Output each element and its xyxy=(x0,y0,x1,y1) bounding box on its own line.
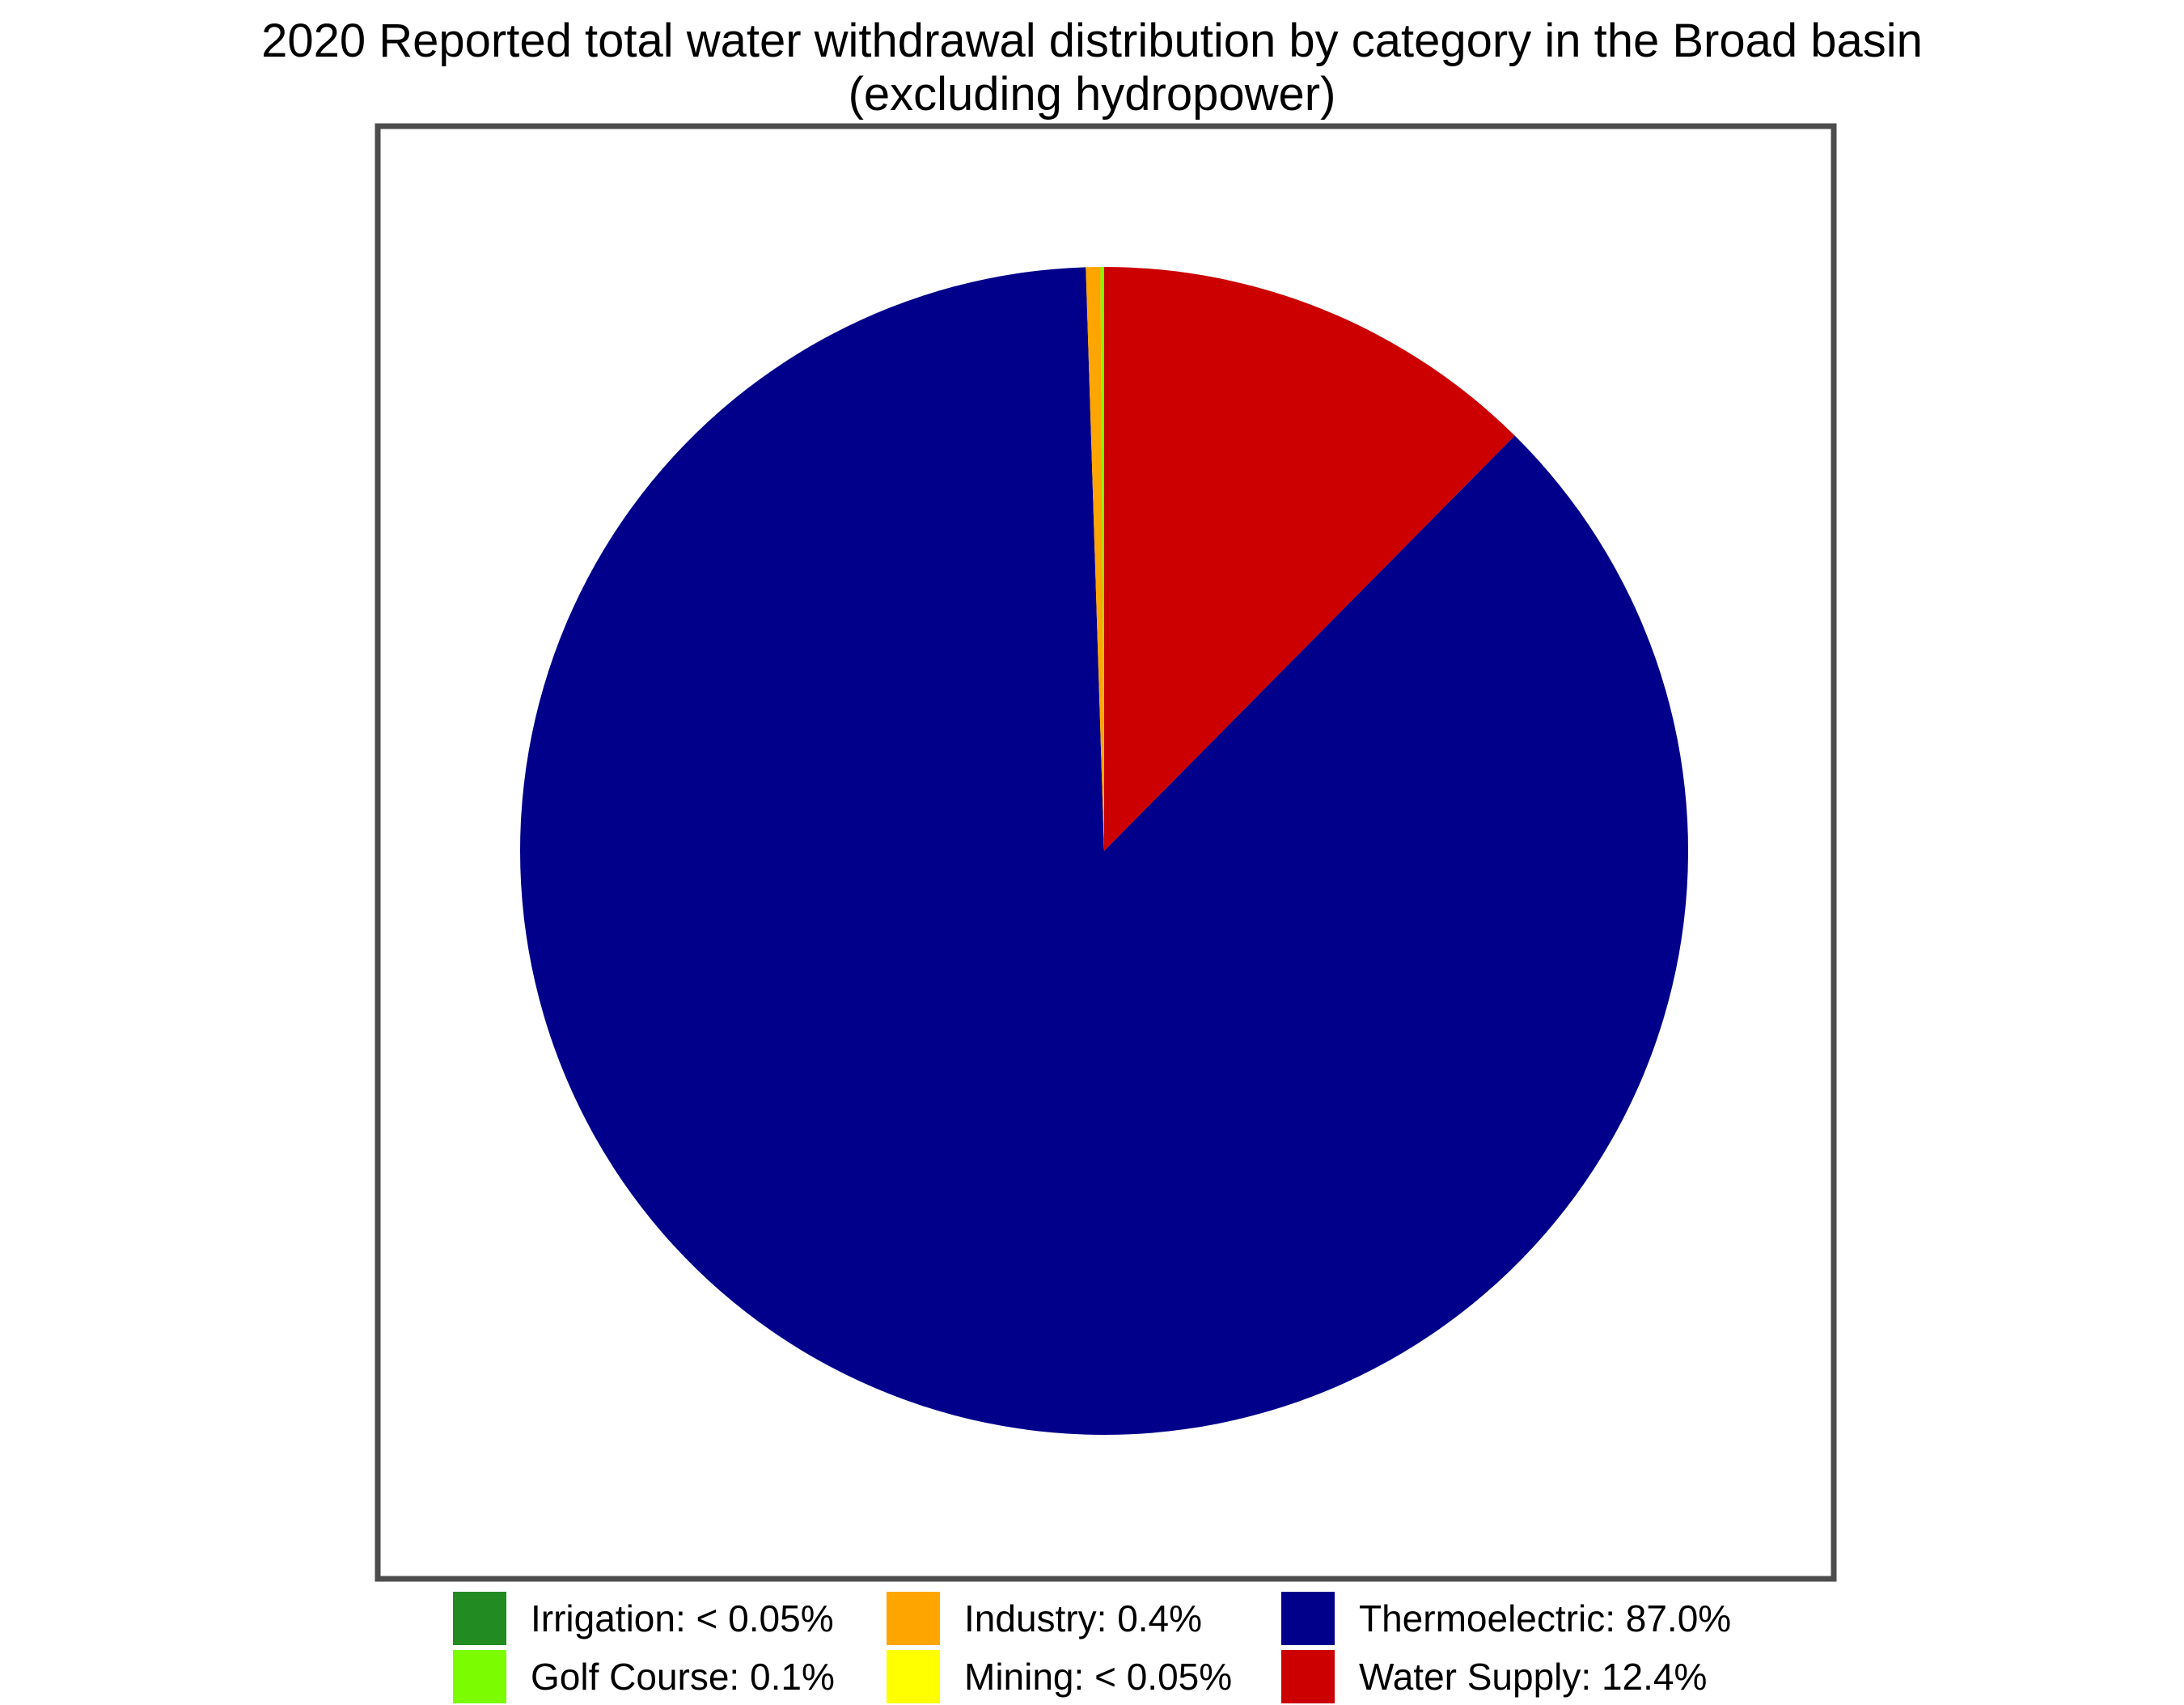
legend-item-5: Water Supply: 12.4% xyxy=(1281,1650,1707,1703)
legend-label: Mining: < 0.05% xyxy=(964,1656,1233,1698)
pie-slice-0 xyxy=(1104,267,1515,851)
legend-item-0: Irrigation: < 0.05% xyxy=(453,1592,834,1645)
pie-chart xyxy=(375,123,1837,1582)
legend-swatch xyxy=(1281,1592,1335,1645)
legend-label: Thermoelectric: 87.0% xyxy=(1359,1597,1732,1639)
chart-title: 2020 Reported total water withdrawal dis… xyxy=(0,15,2184,121)
legend-label: Irrigation: < 0.05% xyxy=(531,1597,834,1639)
chart-subtitle: (excluding hydropower) xyxy=(848,68,1336,121)
legend-item-4: Thermoelectric: 87.0% xyxy=(1281,1592,1731,1645)
legend-swatch xyxy=(453,1592,506,1645)
legend-swatch xyxy=(887,1592,940,1645)
chart-title-line: 2020 Reported total water withdrawal dis… xyxy=(261,15,1923,67)
legend-swatch xyxy=(453,1650,506,1703)
pie-slice-4 xyxy=(1100,267,1104,851)
legend: Irrigation: < 0.05% Golf Course: 0.1% Indu… xyxy=(453,1592,1780,1705)
legend-label: Golf Course: 0.1% xyxy=(531,1656,835,1698)
legend-swatch xyxy=(1281,1650,1335,1703)
legend-item-2: Industry: 0.4% xyxy=(887,1592,1202,1645)
legend-item-3: Mining: < 0.05% xyxy=(887,1650,1232,1703)
legend-item-1: Golf Course: 0.1% xyxy=(453,1650,835,1703)
legend-label: Industry: 0.4% xyxy=(964,1597,1203,1639)
legend-swatch xyxy=(887,1650,940,1703)
pie-slice-1 xyxy=(519,267,1688,1436)
legend-label: Water Supply: 12.4% xyxy=(1359,1656,1708,1698)
pie-slices xyxy=(519,267,1688,1436)
pie-slice-3 xyxy=(1086,267,1104,851)
